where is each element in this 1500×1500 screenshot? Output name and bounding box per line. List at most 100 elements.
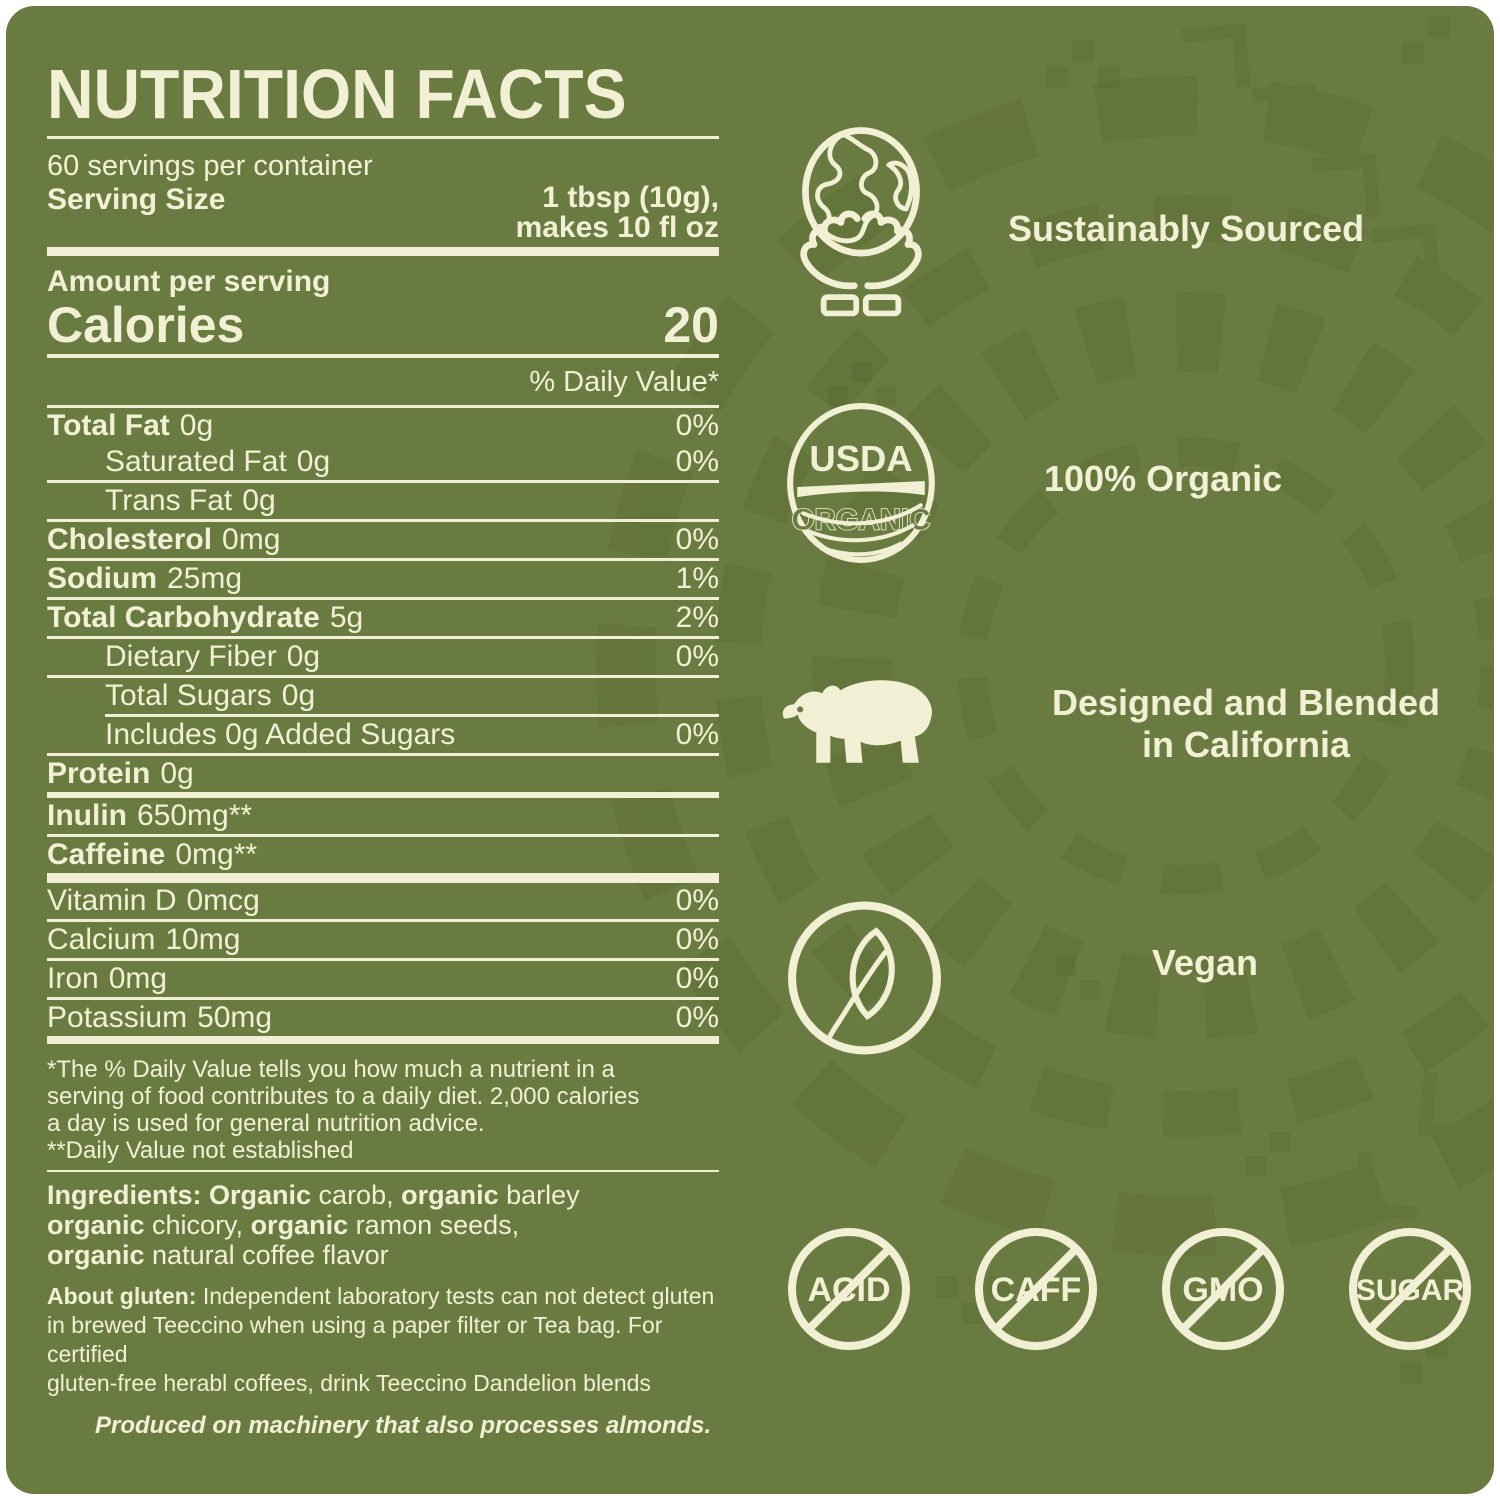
nutrition-row: Total Fat 0g 0%	[47, 408, 719, 444]
thick-divider	[47, 247, 719, 256]
bear-icon	[782, 680, 932, 763]
earth-hands-icon	[800, 127, 922, 317]
row-percent: 0%	[675, 718, 719, 751]
nutrition-panel: NUTRITION FACTS 60 servings per containe…	[47, 55, 719, 1440]
row-label: Vitamin D	[47, 884, 177, 917]
divider	[105, 714, 719, 717]
row-amount: 650mg**	[136, 799, 253, 832]
vegan-label: Vegan	[1152, 942, 1259, 983]
row-percent: 0%	[675, 923, 719, 956]
nutrition-row: Cholesterol 0mg 0%	[47, 522, 719, 558]
row-label: Inulin	[47, 799, 127, 832]
nutrition-row: Inulin 650mg**	[47, 798, 719, 834]
nutrition-row: Includes 0g Added Sugars 0%	[47, 717, 719, 753]
nutrition-row: Trans Fat 0g	[47, 483, 719, 519]
row-percent: 0%	[675, 445, 719, 478]
divider	[47, 597, 719, 600]
row-percent: 0%	[675, 962, 719, 995]
nutrition-row: Caffeine 0mg**	[47, 837, 719, 873]
row-label: Iron	[47, 962, 99, 995]
row-amount: 0mg**	[175, 838, 258, 871]
row-percent: 2%	[675, 601, 719, 634]
servings-count: 60 servings per container	[47, 150, 373, 182]
row-amount: 10mg	[165, 923, 241, 956]
divider	[47, 136, 719, 139]
row-amount: 0g	[179, 409, 214, 442]
nutrition-row: Iron 0mg 0%	[47, 961, 719, 997]
row-label: Total Sugars	[105, 679, 272, 712]
row-amount: 0g	[242, 484, 276, 517]
row-amount: 0g	[296, 445, 331, 478]
row-label: Dietary Fiber	[105, 640, 277, 673]
row-label: Potassium	[47, 1001, 188, 1034]
row-percent: 0%	[675, 409, 719, 442]
row-amount: 0g	[281, 679, 316, 712]
row-amount: 50mg	[197, 1001, 273, 1034]
row-percent: 0%	[675, 640, 719, 673]
no-acid-badge: ACID	[788, 1228, 910, 1350]
row-label: Protein	[47, 757, 151, 790]
ingredients-list: Ingredients: Organic carob, organic barl…	[47, 1180, 580, 1270]
background-pattern-icon	[596, 16, 1494, 1384]
serving-size-value: 1 tbsp (10g), makes 10 fl oz	[515, 181, 719, 244]
divider	[47, 519, 719, 522]
row-label: Trans Fat	[105, 484, 233, 517]
divider	[47, 792, 719, 798]
divider	[47, 1170, 719, 1172]
amount-per-serving: Amount per serving	[47, 265, 331, 298]
divider	[47, 354, 719, 358]
divider	[47, 405, 719, 408]
row-amount: 0g	[160, 757, 194, 790]
nutrition-row: Total Sugars 0g	[47, 678, 719, 714]
nutrition-row: Total Carbohydrate 5g 2%	[47, 600, 719, 636]
row-amount: 0mg	[108, 962, 168, 995]
nutrition-title: NUTRITION FACTS	[47, 55, 627, 133]
row-label: Saturated Fat	[105, 445, 287, 478]
daily-value-header: % Daily Value*	[529, 366, 719, 398]
row-label: Includes 0g Added Sugars	[105, 718, 456, 751]
row-amount: 0g	[286, 640, 321, 673]
calories-row: Calories 20	[47, 299, 719, 351]
row-label: Sodium	[47, 562, 157, 595]
row-percent: 0%	[675, 1001, 719, 1034]
no-caffeine-badge: CAFF	[975, 1228, 1097, 1350]
nutrition-row: Sodium 25mg 1%	[47, 561, 719, 597]
allergen-note: Produced on machinery that also processe…	[95, 1412, 712, 1439]
label-background: NUTRITION FACTS 60 servings per containe…	[6, 6, 1494, 1494]
divider	[47, 558, 719, 561]
california-label: Designed and Blended in California	[1051, 682, 1441, 765]
no-gmo-badge: GMO	[1162, 1228, 1284, 1350]
row-label: Total Fat	[47, 409, 170, 442]
nutrition-row: Calcium 10mg 0%	[47, 922, 719, 958]
divider	[47, 1036, 719, 1044]
nutrition-row: Potassium 50mg 0%	[47, 1000, 719, 1036]
divider	[47, 834, 719, 837]
divider	[47, 753, 719, 756]
divider	[47, 480, 719, 483]
divider	[47, 919, 719, 922]
gluten-note: About gluten: Independent laboratory tes…	[47, 1283, 715, 1396]
row-amount: 5g	[329, 601, 364, 634]
organic-label: 100% Organic	[1044, 458, 1283, 499]
row-percent: 1%	[675, 562, 719, 595]
serving-size-row: Serving Size 1 tbsp (10g), makes 10 fl o…	[47, 183, 719, 243]
row-amount: 0mg	[222, 523, 281, 556]
row-label: Calcium	[47, 923, 156, 956]
row-label: Caffeine	[47, 838, 166, 871]
calories-label: Calories	[47, 297, 245, 353]
nutrition-row: Protein 0g	[47, 756, 719, 792]
svg-text:USDA: USDA	[809, 438, 912, 479]
divider	[47, 958, 719, 961]
row-percent: 0%	[675, 884, 719, 917]
divider	[47, 997, 719, 1000]
calories-value: 20	[663, 297, 719, 353]
no-sugar-badge: SUGAR	[1349, 1228, 1471, 1350]
row-amount: 25mg	[167, 562, 243, 595]
sustainably-sourced-label: Sustainably Sourced	[1008, 208, 1365, 249]
serving-size-label: Serving Size	[47, 183, 226, 216]
leaf-icon	[788, 901, 941, 1055]
divider	[47, 675, 719, 678]
row-amount: 0mcg	[186, 884, 260, 917]
divider	[47, 636, 719, 639]
